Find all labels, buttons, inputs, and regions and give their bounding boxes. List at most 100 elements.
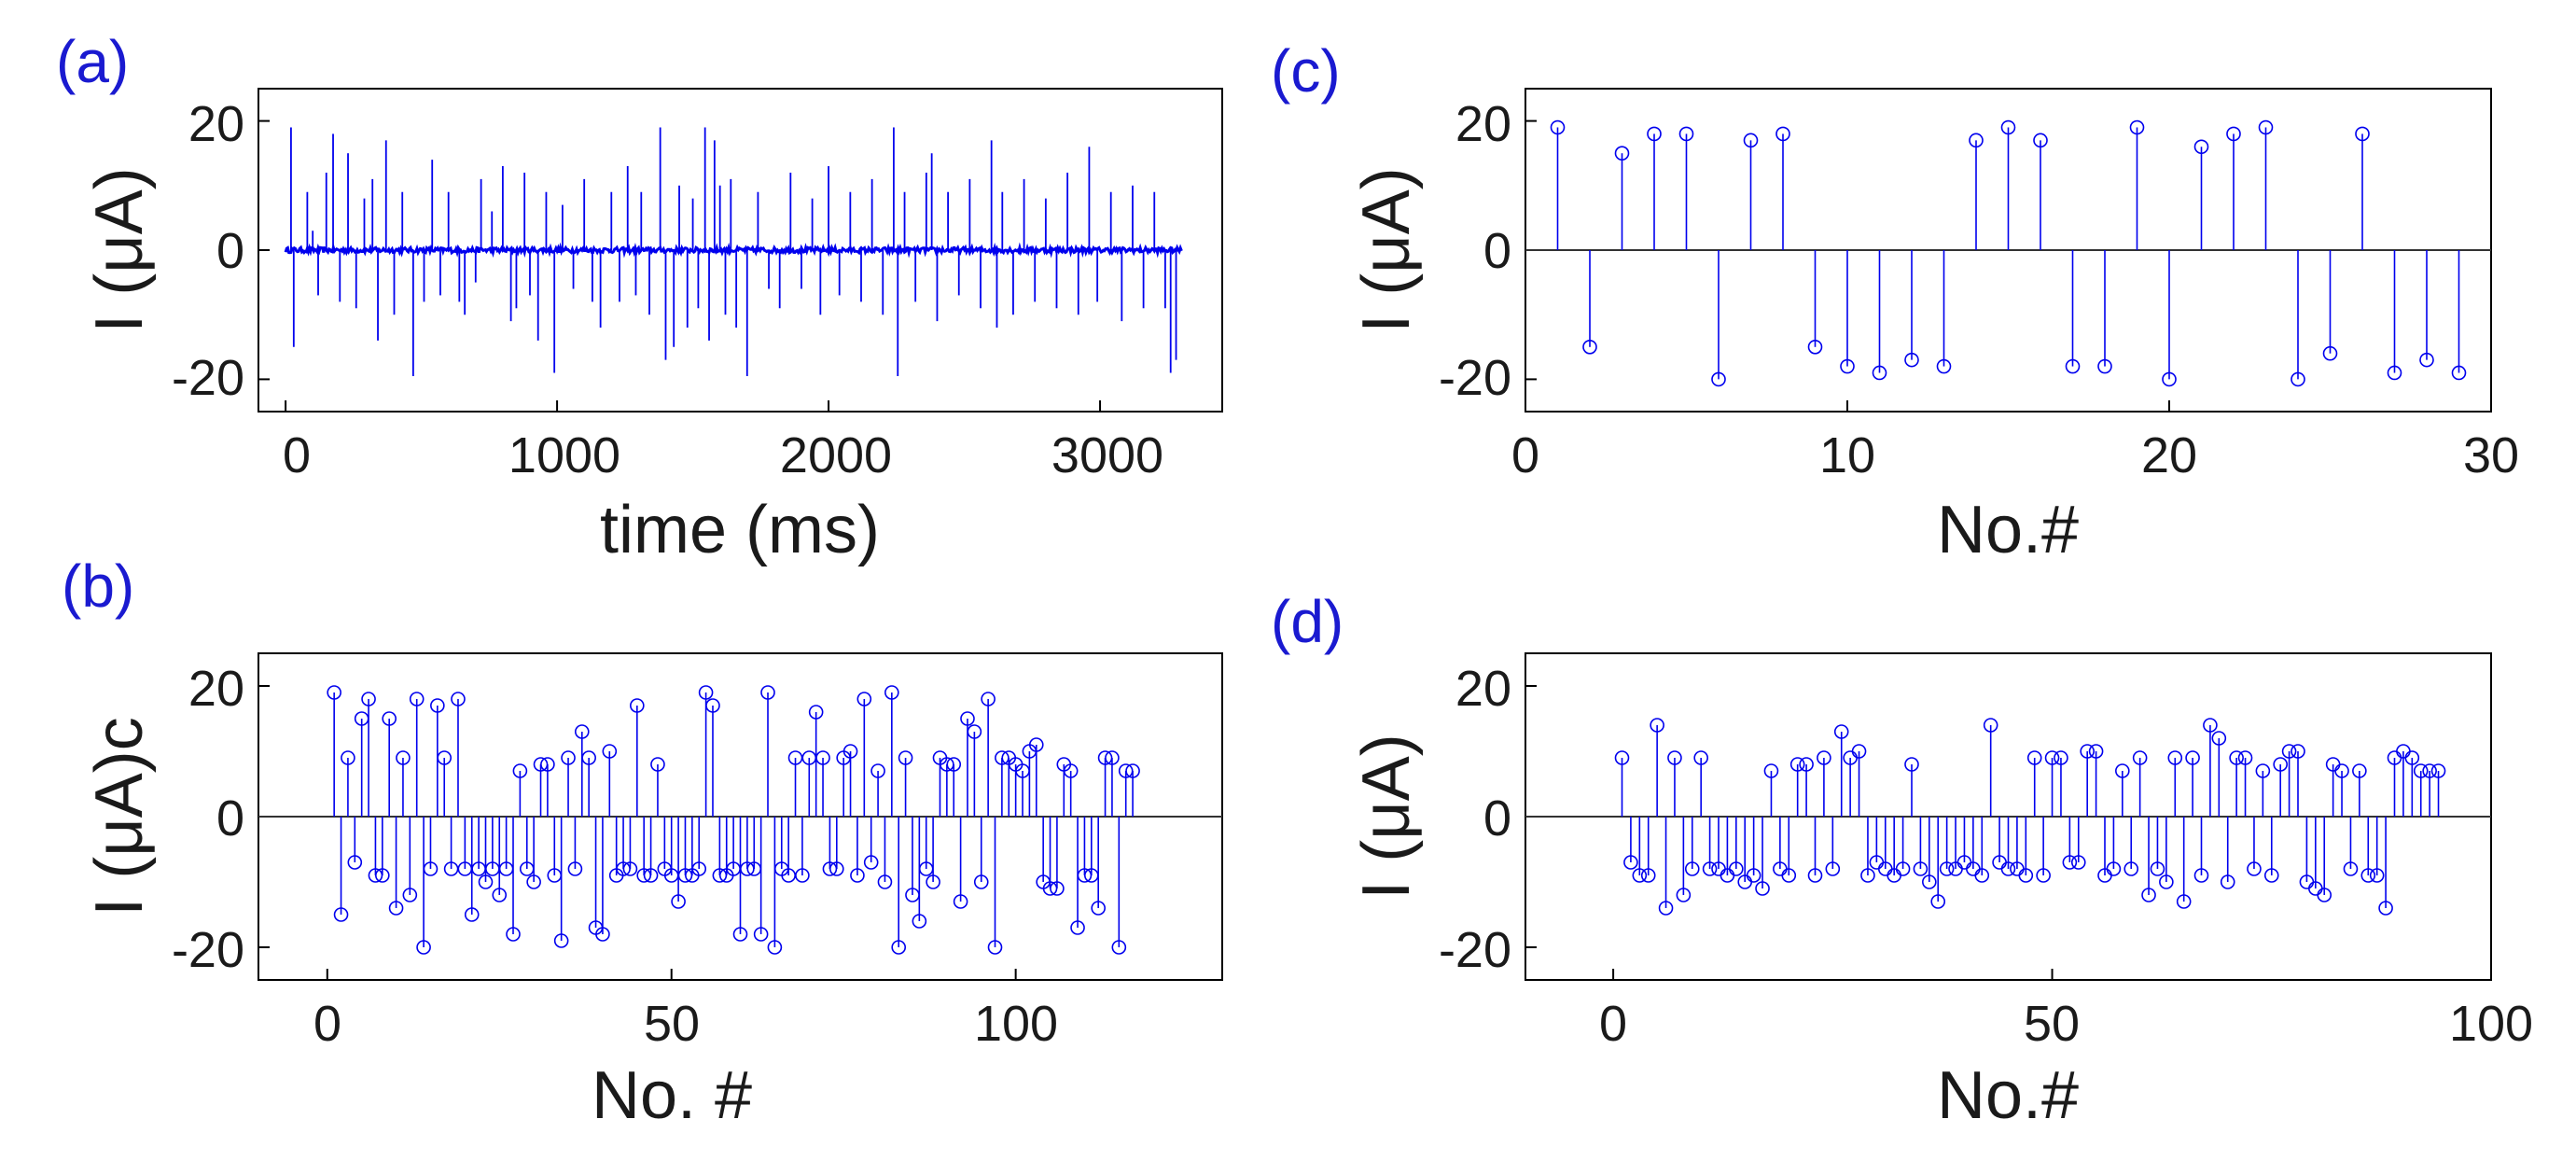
stem-marker [2317, 888, 2332, 902]
stem-marker [430, 698, 445, 713]
stem-marker [1063, 763, 1079, 778]
stem-marker [877, 874, 893, 889]
stem-marker [1922, 874, 1937, 889]
stem-marker [2150, 861, 2165, 876]
stem-marker [2162, 371, 2177, 387]
stem-marker [1872, 365, 1887, 381]
stem-marker [2115, 763, 2130, 778]
stem-marker [2413, 763, 2429, 778]
x-tick-label: 2000 [780, 427, 892, 483]
x-tick-label: 50 [2024, 996, 2080, 1052]
stem-marker [870, 763, 885, 778]
y-axis-label-a: I (μA) [82, 167, 157, 332]
series-d [1525, 685, 2492, 980]
stem-marker [2322, 345, 2338, 361]
stem-marker [333, 907, 349, 922]
stem-marker [2018, 868, 2034, 883]
y-tick-label: 0 [216, 223, 244, 279]
stem-marker [2044, 750, 2060, 765]
x-tick-label: 50 [644, 996, 700, 1052]
x-tick-label: 0 [283, 427, 311, 483]
stem-marker [464, 907, 480, 922]
stem-marker [2141, 888, 2156, 902]
stem-marker [1840, 358, 1855, 374]
stem-marker [1640, 868, 1656, 883]
y-tick-label: 0 [216, 790, 244, 846]
stem-marker [1693, 750, 1708, 765]
stem-marker [1729, 861, 1744, 876]
stem-marker [416, 940, 431, 955]
y-axis-label-b: I (μA)c [82, 717, 157, 916]
stem-marker [1904, 352, 1919, 368]
x-tick-label: 0 [1511, 427, 1539, 483]
stem-marker [506, 927, 521, 942]
stem-marker [1582, 339, 1597, 355]
stem-marker [2054, 750, 2068, 765]
stem-marker [347, 855, 363, 870]
stem-marker [409, 692, 425, 706]
stem-marker [1711, 371, 1726, 387]
stem-marker [863, 855, 879, 870]
stem-marker [1684, 861, 1700, 876]
stem-marker [382, 711, 397, 726]
panel-label-b: (b) [62, 553, 134, 620]
x-tick-label: 30 [2463, 427, 2519, 483]
stem-marker [973, 874, 989, 889]
stem-marker [2334, 763, 2349, 778]
stem-marker [2258, 119, 2274, 135]
stem-marker [375, 868, 390, 883]
stem-marker [1650, 718, 1664, 733]
stem-marker [1091, 901, 1106, 916]
stem-marker [1807, 339, 1823, 355]
stem-marker [2106, 861, 2122, 876]
stem-marker [1974, 868, 1990, 883]
stem-marker [1851, 744, 1867, 759]
stem-marker [526, 874, 541, 889]
stem-marker [396, 750, 411, 765]
stem-marker [1743, 133, 1759, 148]
stem-marker [898, 750, 913, 765]
x-axis-label-a: time (ms) [600, 493, 880, 567]
stem-marker [2167, 750, 2183, 765]
stem-marker [767, 940, 783, 955]
stem-marker [423, 861, 439, 876]
stem-marker [1070, 920, 1085, 935]
stem-marker [912, 914, 927, 929]
stem-marker [2123, 861, 2139, 876]
stem-marker [2097, 358, 2112, 374]
stem-marker [1833, 724, 1849, 739]
y-tick-label: 20 [1455, 661, 1511, 717]
panel-b: (b) 0 50 100 -20 0 20 No. # I (μA)c [62, 553, 1223, 1133]
stem-marker [630, 698, 645, 713]
stem-marker [1789, 757, 1805, 772]
series-b [258, 685, 1222, 980]
stem-marker [1746, 868, 1761, 883]
stem-marker [1860, 868, 1875, 883]
stem-marker [574, 724, 590, 739]
x-tick-label: 20 [2141, 427, 2197, 483]
stem-marker [2070, 855, 2086, 870]
stem-marker [2378, 901, 2393, 916]
stem-marker [2193, 868, 2209, 883]
stem-marker [850, 868, 865, 883]
stem-marker [1678, 126, 1694, 142]
stem-marker [1895, 861, 1911, 876]
x-tick-label: 1000 [508, 427, 620, 483]
stem-marker [2247, 861, 2262, 876]
stem-marker [2229, 750, 2244, 765]
stem-marker [602, 744, 618, 759]
stem-marker [2159, 874, 2174, 889]
panel-label-a: (a) [56, 28, 129, 95]
stem-marker [753, 927, 769, 942]
stem-marker [2291, 371, 2305, 387]
stem-marker [2129, 119, 2145, 135]
stem-marker [1050, 881, 1065, 896]
stem-marker [2360, 868, 2376, 883]
stem-marker [1676, 888, 1692, 902]
y-tick-label: 20 [188, 96, 244, 152]
panel-label-d: (d) [1271, 588, 1344, 655]
stem-marker [561, 750, 576, 765]
stem-marker [705, 698, 720, 713]
stem-marker [2387, 365, 2402, 381]
